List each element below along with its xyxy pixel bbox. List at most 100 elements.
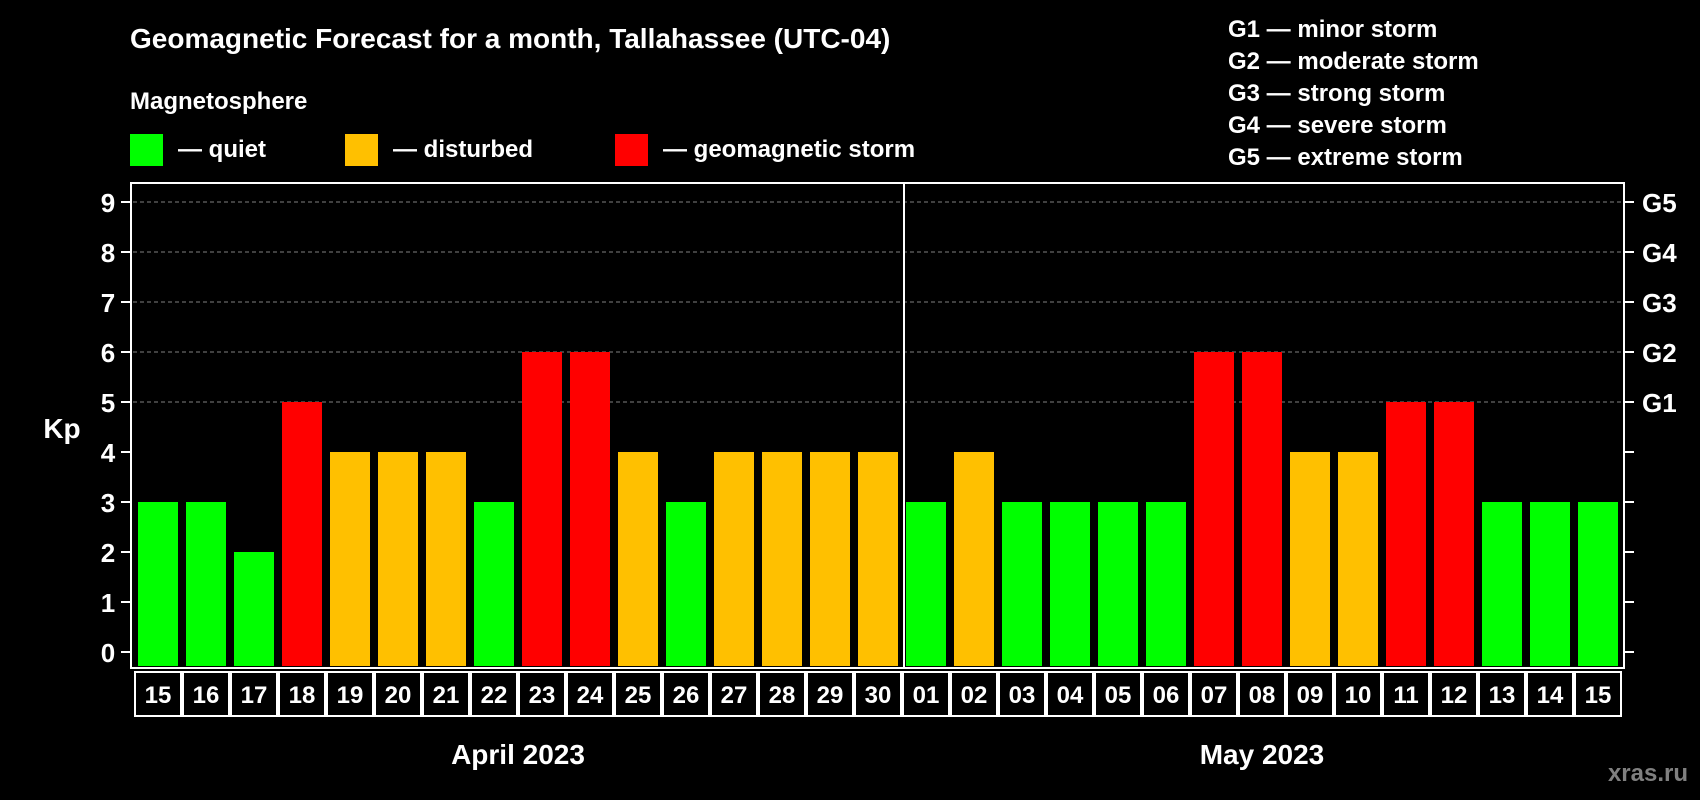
bars	[138, 352, 1618, 666]
bar	[1002, 502, 1042, 666]
day-cell	[1430, 671, 1478, 717]
day-label: 15	[1585, 682, 1612, 709]
storm-level-label: G1	[1642, 388, 1677, 418]
bar	[138, 502, 178, 666]
y-axis-left: 0 1 2 3 4 5 6 7 8 9	[101, 188, 131, 668]
bar	[1434, 402, 1474, 666]
bar	[330, 452, 370, 666]
day-cell	[758, 671, 806, 717]
legend-heading: Magnetosphere	[130, 88, 307, 115]
bar	[1050, 502, 1090, 666]
day-label: 02	[961, 682, 988, 709]
bar	[1386, 402, 1426, 666]
day-cell	[374, 671, 422, 717]
y-tick-label: 7	[101, 288, 115, 318]
day-label: 13	[1489, 682, 1516, 709]
day-cell	[1046, 671, 1094, 717]
y-tick-label: 5	[101, 388, 115, 418]
legend-label-storm: — geomagnetic storm	[663, 136, 915, 163]
day-cell	[1286, 671, 1334, 717]
day-cell	[710, 671, 758, 717]
storm-level-label: G4	[1642, 238, 1677, 268]
bar	[666, 502, 706, 666]
storm-scale-legend: G1 — minor storm G2 — moderate storm G3 — …	[1228, 16, 1479, 171]
day-cell	[566, 671, 614, 717]
storm-scale-item: G4 — severe storm	[1228, 112, 1447, 139]
day-label: 28	[769, 682, 796, 709]
plot-frame	[130, 182, 1625, 669]
day-label: 30	[865, 682, 892, 709]
y-tick-label: 4	[101, 438, 116, 468]
day-label: 27	[721, 682, 748, 709]
day-cell	[806, 671, 854, 717]
day-cell	[1478, 671, 1526, 717]
day-label: 11	[1393, 682, 1418, 709]
day-label: 17	[241, 682, 268, 709]
bar	[1098, 502, 1138, 666]
bar	[762, 452, 802, 666]
bar	[378, 452, 418, 666]
month-labels: April 2023 May 2023	[451, 739, 1324, 770]
day-label: 24	[577, 682, 604, 709]
storm-level-label: G2	[1642, 338, 1677, 368]
day-cell	[662, 671, 710, 717]
storm-scale-item: G2 — moderate storm	[1228, 48, 1479, 75]
bar	[618, 452, 658, 666]
day-labels: 15 16 17 18 19 20 21 22 23 24 25 26 27 28 29 30 01 02 03 04…	[134, 671, 1622, 717]
bar	[282, 402, 322, 666]
day-label: 06	[1153, 682, 1180, 709]
day-cell	[182, 671, 230, 717]
day-label: 26	[673, 682, 700, 709]
day-label: 05	[1105, 682, 1132, 709]
y-tick-label: 8	[101, 238, 115, 268]
day-label: 07	[1201, 682, 1228, 709]
day-label: 01	[913, 682, 940, 709]
storm-scale-item: G1 — minor storm	[1228, 16, 1437, 43]
day-label: 19	[337, 682, 364, 709]
bar	[474, 502, 514, 666]
storm-level-label: G3	[1642, 288, 1677, 318]
day-cell	[278, 671, 326, 717]
y-tick-label: 6	[101, 338, 115, 368]
day-label: 03	[1009, 682, 1036, 709]
day-cell	[1334, 671, 1382, 717]
day-cell	[1574, 671, 1622, 717]
bar	[1242, 352, 1282, 666]
bar	[1338, 452, 1378, 666]
day-label: 20	[385, 682, 412, 709]
bar	[426, 452, 466, 666]
bar	[234, 552, 274, 666]
legend-label-quiet: — quiet	[178, 136, 266, 163]
day-cell	[1094, 671, 1142, 717]
legend-swatch-disturbed	[345, 134, 378, 166]
day-label: 18	[289, 682, 316, 709]
legend-swatch-storm	[615, 134, 648, 166]
bar	[1194, 352, 1234, 666]
day-cell	[422, 671, 470, 717]
day-cell	[230, 671, 278, 717]
y-tick-label: 2	[101, 538, 115, 568]
day-label: 29	[817, 682, 844, 709]
legend: — quiet — disturbed — geomagnetic storm	[130, 134, 915, 166]
y-tick-label: 1	[101, 588, 115, 618]
day-cell	[614, 671, 662, 717]
day-cell	[902, 671, 950, 717]
day-label: 21	[433, 682, 460, 709]
day-label: 16	[193, 682, 220, 709]
bar	[858, 452, 898, 666]
day-cell	[1526, 671, 1574, 717]
day-label: 22	[481, 682, 508, 709]
day-cell	[854, 671, 902, 717]
gridlines	[133, 201, 1622, 403]
watermark: xras.ru	[1608, 760, 1688, 787]
day-label: 10	[1345, 682, 1372, 709]
bar	[810, 452, 850, 666]
month-label: May 2023	[1200, 739, 1325, 770]
day-label: 09	[1297, 682, 1324, 709]
storm-scale-item: G5 — extreme storm	[1228, 144, 1463, 171]
bar	[186, 502, 226, 666]
day-label: 25	[625, 682, 652, 709]
y-tick-label: 0	[101, 638, 115, 668]
day-cell	[518, 671, 566, 717]
